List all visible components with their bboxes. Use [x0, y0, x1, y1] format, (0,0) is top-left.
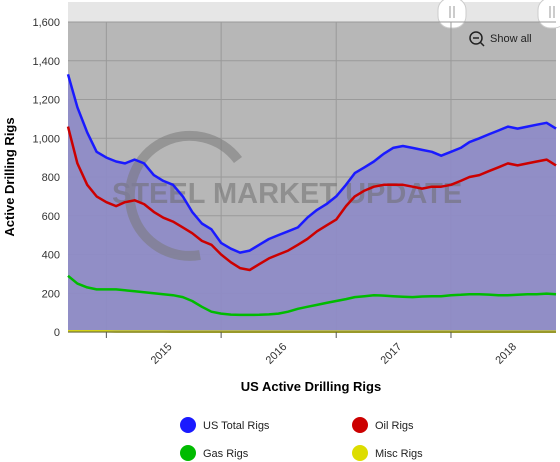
series-line-oil-rigs [66, 126, 557, 272]
zoom-out-icon [469, 31, 483, 45]
y-axis: 0 200 400 600 800 1,000 1,200 1,400 1,600 [32, 17, 60, 339]
x-tick-label: 2016 [264, 341, 290, 367]
navigator-handle-right[interactable] [537, 0, 560, 29]
navigator-track[interactable] [68, 2, 556, 22]
watermark-swoosh [124, 130, 243, 261]
watermark-text: STEEL MARKET UPDATE [112, 178, 462, 210]
legend-label-gas-rigs: Gas Rigs [203, 448, 249, 460]
y-tick-label: 400 [42, 250, 60, 262]
show-all-label: Show all [490, 33, 532, 45]
x-tick-label: 2015 [149, 341, 175, 367]
navigator-handle-left[interactable] [437, 0, 467, 29]
legend-marker-us-total-rigs [180, 417, 196, 433]
y-tick-label: 200 [42, 288, 60, 300]
y-tick-label: 1,000 [32, 133, 60, 145]
legend-marker-gas-rigs [180, 445, 196, 461]
x-axis-title: US Active Drilling Rigs [241, 379, 381, 394]
legend-marker-misc-rigs [352, 445, 368, 461]
legend-label-oil-rigs: Oil Rigs [375, 420, 414, 432]
y-tick-label: 600 [42, 211, 60, 223]
y-tick-label: 1,200 [32, 95, 60, 107]
x-tick-label: 2017 [379, 341, 405, 367]
series-line-gas-rigs [67, 274, 557, 317]
area-layer [68, 74, 556, 333]
y-axis-title: Active Drilling Rigs [2, 117, 17, 236]
y-tick-label: 0 [54, 327, 60, 339]
x-tick-label: 2018 [493, 341, 519, 367]
legend-marker-oil-rigs [352, 417, 368, 433]
zoom-out-icon-handle [479, 41, 485, 47]
series-line-us-total-rigs [66, 73, 557, 254]
x-axis: 2015 2016 2017 2018 [68, 331, 556, 367]
show-all-button[interactable]: Show all [469, 31, 532, 47]
total-rigs-area [68, 74, 556, 333]
legend: US Total Rigs Oil Rigs Gas Rigs Misc Rigs [180, 417, 423, 461]
legend-label-misc-rigs: Misc Rigs [375, 448, 423, 460]
y-tick-label: 1,400 [32, 56, 60, 68]
y-tick-label: 1,600 [32, 17, 60, 29]
y-tick-label: 800 [42, 172, 60, 184]
legend-label-us-total-rigs: US Total Rigs [203, 420, 270, 432]
